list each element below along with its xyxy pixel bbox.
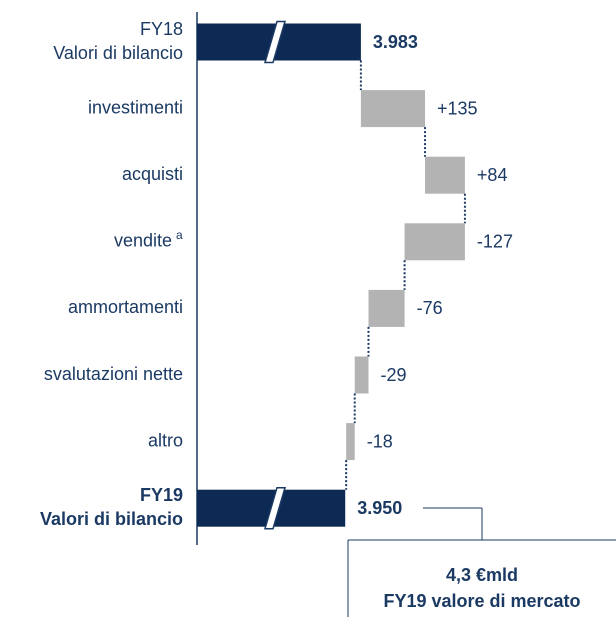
category-label: altro [148,430,183,450]
value-label: 3.983 [373,32,418,52]
value-label: -18 [367,431,393,451]
delta-bar [360,90,426,128]
value-label: +135 [437,98,478,118]
category-label: Valori di bilancio [40,509,183,529]
value-label: 3.950 [357,498,402,518]
value-label: -76 [417,298,443,318]
category-label: acquisti [122,164,183,184]
delta-bar [354,356,369,394]
delta-bar [425,156,465,194]
axis-break [263,486,287,530]
annotation-text: 4,3 €mld [446,565,518,585]
category-label: FY19 [140,485,183,505]
category-label: vendite [114,231,172,251]
delta-bar [368,289,405,327]
annotation: 4,3 €mld FY19 valore di mercato [347,507,616,617]
category-label: svalutazioni nette [44,364,183,384]
value-label: -29 [380,365,406,385]
annotation-text: FY19 valore di mercato [383,591,580,611]
delta-bar [346,423,355,461]
value-label: -127 [477,232,513,252]
category-label: investimenti [88,97,183,117]
category-label: ammortamenti [68,297,183,317]
category-label: Valori di bilancio [53,43,183,63]
delta-bar [404,223,465,261]
value-label: +84 [477,165,508,185]
footnote-mark: a [176,228,183,242]
category-label: FY18 [140,19,183,39]
axis-break [263,20,287,64]
